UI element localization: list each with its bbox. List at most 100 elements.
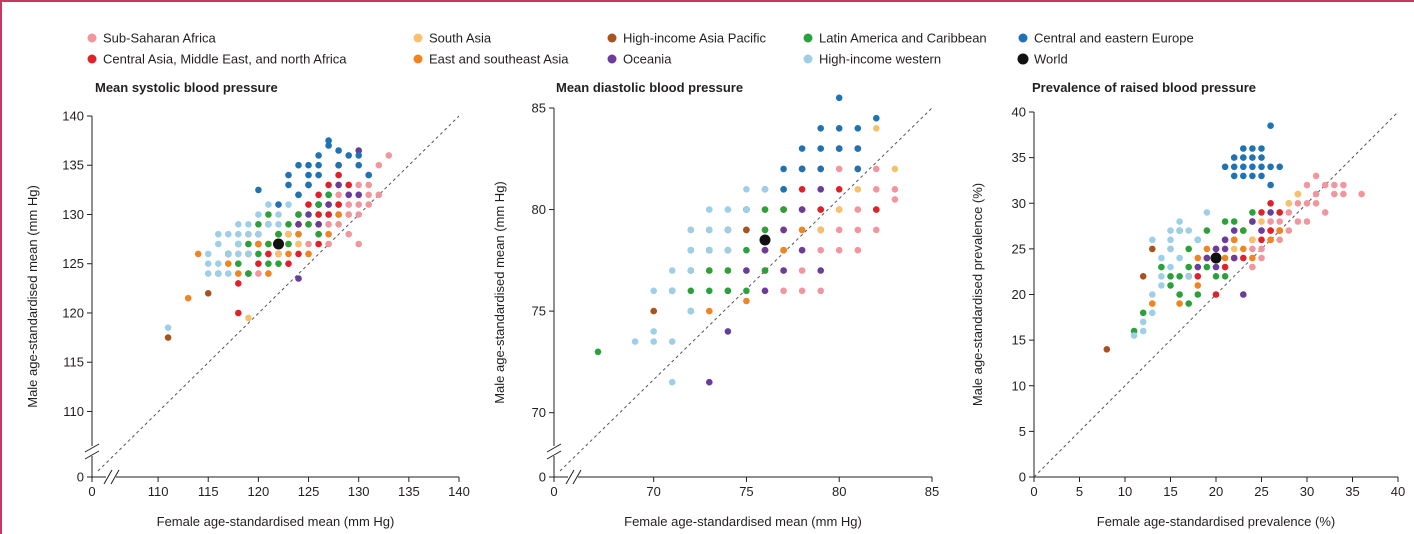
- point-hiap: [204, 290, 212, 297]
- point-lac: [706, 267, 713, 274]
- point-hiw: [245, 221, 252, 228]
- legend-label: Sub-Saharan Africa: [103, 31, 217, 46]
- point-hiw: [1167, 263, 1174, 271]
- point-world: [1210, 252, 1222, 264]
- point-hiw: [235, 250, 242, 258]
- point-oceania: [1249, 218, 1256, 225]
- point-casmena: [1276, 209, 1283, 216]
- point-ssa: [1321, 181, 1329, 189]
- point-casmena: [325, 181, 332, 189]
- point-lac: [1185, 245, 1192, 253]
- point-ssa: [1285, 209, 1293, 216]
- point-lac: [1167, 282, 1174, 289]
- point-eseasia: [1240, 245, 1247, 253]
- legend-item-hiap: High-income Asia Pacific: [607, 31, 767, 46]
- x-tick-label: 35: [1345, 484, 1359, 499]
- frame-top-border: [0, 0, 1414, 2]
- point-oceania: [798, 206, 806, 213]
- legend: Sub-Saharan Africa Central Asia, Middle E…: [87, 31, 1194, 67]
- legend-marker: [607, 54, 617, 64]
- data-points: [594, 94, 899, 386]
- point-cee: [305, 161, 312, 169]
- point-cee: [817, 165, 824, 173]
- point-hiap: [164, 334, 172, 341]
- point-hiw: [743, 186, 750, 193]
- point-eseasia: [194, 250, 202, 258]
- x-tick-label: 120: [248, 484, 270, 499]
- point-lac: [245, 270, 252, 277]
- point-eseasia: [225, 260, 232, 268]
- legend-marker: [87, 33, 97, 43]
- legend-marker: [803, 54, 813, 64]
- point-ssa: [1249, 263, 1256, 271]
- point-eseasia: [1276, 227, 1283, 234]
- point-cee: [1249, 154, 1256, 161]
- point-oceania: [335, 181, 342, 189]
- y-axis-label: Male age-standardised mean (mm Hg): [25, 185, 40, 408]
- point-casmena: [1267, 227, 1274, 234]
- legend-label: High-income Asia Pacific: [623, 31, 767, 46]
- point-world: [273, 238, 284, 250]
- identity-diagonal-line: [97, 115, 460, 472]
- point-lac: [743, 287, 750, 295]
- point-cee: [854, 125, 862, 132]
- chart-title: Mean systolic blood pressure: [95, 80, 278, 95]
- point-cee: [1230, 154, 1238, 161]
- legend-item-lac: Latin America and Caribbean: [803, 31, 987, 46]
- point-oceania: [1194, 263, 1202, 271]
- point-eseasia: [743, 297, 750, 305]
- point-ssa: [345, 230, 353, 238]
- point-cee: [873, 114, 880, 122]
- point-cee: [335, 161, 342, 169]
- point-lac: [295, 211, 302, 218]
- point-eseasia: [235, 270, 242, 277]
- point-ssa: [854, 246, 862, 254]
- point-oceania: [761, 246, 769, 254]
- point-lac: [1176, 273, 1183, 280]
- point-oceania: [798, 246, 806, 254]
- point-cee: [1267, 163, 1274, 171]
- point-hiw: [1185, 227, 1192, 234]
- point-hiw: [245, 250, 252, 258]
- point-eseasia: [265, 270, 272, 277]
- legend-item-oceania: Oceania: [607, 52, 672, 67]
- point-hiw: [631, 338, 639, 345]
- point-cee: [1240, 172, 1247, 180]
- point-oceania: [1221, 236, 1229, 244]
- point-cee: [854, 145, 862, 152]
- legend-item-ssa: Sub-Saharan Africa: [87, 31, 217, 46]
- chart-panel-1: Mean systolic blood pressure 0 110 115 120 12…: [25, 80, 470, 529]
- point-ssa: [335, 191, 342, 199]
- point-ssa: [1276, 218, 1283, 225]
- y-tick-label: 0: [539, 470, 546, 485]
- point-southasia: [1230, 245, 1238, 253]
- point-ssa: [325, 221, 332, 228]
- point-cee: [1267, 122, 1274, 129]
- x-tick-label: 85: [925, 484, 939, 499]
- point-lac: [265, 260, 272, 268]
- point-lac: [761, 226, 769, 234]
- point-hiw: [265, 221, 272, 228]
- point-ssa: [891, 186, 899, 193]
- point-oceania: [1221, 245, 1229, 253]
- x-tick-label: 20: [1209, 484, 1223, 499]
- legend-item-hiw: High-income western: [803, 52, 941, 67]
- point-cee: [335, 147, 342, 154]
- point-hiw: [1176, 227, 1183, 234]
- x-tick-label: 125: [298, 484, 320, 499]
- y-axis-label: Male age-standardised mean (mm Hg): [492, 181, 507, 404]
- point-hiw: [245, 230, 252, 238]
- point-hiw: [255, 211, 262, 218]
- point-hiw: [215, 230, 222, 238]
- x-tick-label: 30: [1300, 484, 1314, 499]
- point-hiw: [724, 206, 732, 213]
- x-axis-label: Female age-standardised mean (mm Hg): [624, 514, 862, 529]
- y-tick-label: 30: [1012, 196, 1026, 211]
- point-lac: [275, 230, 282, 238]
- point-cee: [835, 125, 843, 132]
- point-lac: [285, 240, 292, 248]
- point-oceania: [1240, 291, 1247, 298]
- point-eseasia: [325, 230, 332, 238]
- point-southasia: [873, 125, 880, 132]
- charts-area: Mean systolic blood pressure 0 110 115 120 12…: [25, 80, 1405, 529]
